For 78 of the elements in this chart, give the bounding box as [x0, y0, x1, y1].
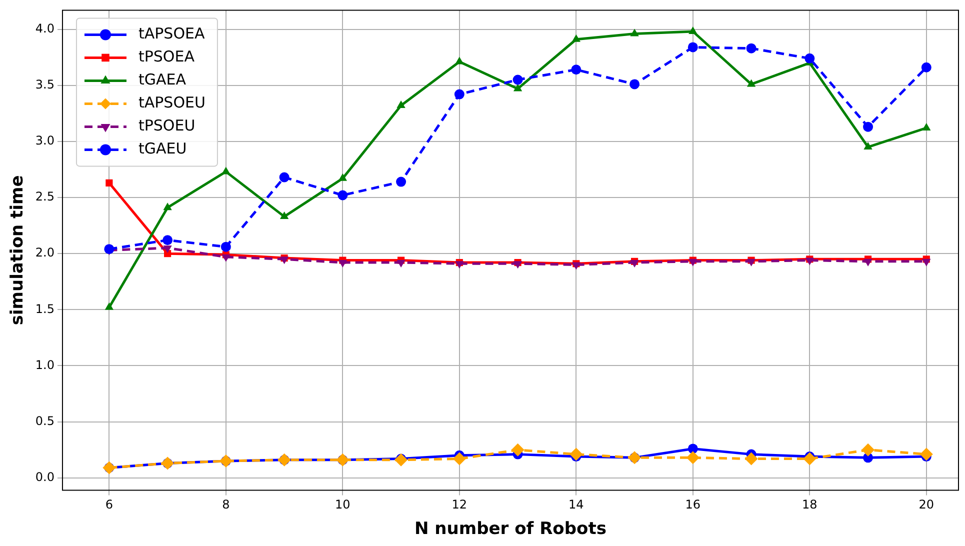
point — [104, 244, 114, 254]
y-tick-label: 1.0 — [35, 358, 54, 372]
point — [920, 448, 933, 461]
point — [746, 43, 756, 54]
point — [394, 453, 408, 466]
point — [280, 256, 289, 264]
point — [106, 179, 113, 186]
legend-label: tPSOEA — [138, 48, 196, 66]
y-tick-label: 2.5 — [35, 190, 54, 204]
point — [162, 235, 173, 246]
x-tick-label: 20 — [918, 498, 934, 512]
point — [805, 258, 814, 266]
point — [280, 212, 289, 220]
point — [570, 448, 583, 461]
point — [746, 79, 756, 87]
point — [922, 122, 931, 130]
point — [571, 64, 582, 75]
point — [220, 242, 231, 252]
legend-label: tAPSOEA — [138, 24, 206, 43]
x-axis-title: N number of Robots — [414, 519, 606, 540]
x-tick-label: 14 — [568, 498, 584, 512]
point — [338, 173, 347, 181]
x-tick-label: 10 — [335, 498, 350, 512]
y-tick-label: 3.5 — [35, 77, 54, 92]
point — [688, 42, 698, 52]
point — [396, 176, 406, 187]
x-tick-label: 6 — [105, 498, 113, 512]
point — [572, 262, 580, 270]
point — [863, 122, 874, 132]
point — [688, 26, 698, 34]
point — [279, 172, 290, 182]
point — [163, 202, 172, 210]
point — [744, 452, 758, 466]
point — [513, 84, 522, 92]
point — [922, 258, 931, 266]
point — [803, 452, 816, 466]
point — [512, 74, 523, 85]
point — [864, 258, 872, 266]
point — [511, 443, 524, 456]
x-tick-label: 12 — [452, 498, 468, 512]
point — [746, 258, 756, 266]
point — [572, 34, 580, 42]
point — [338, 260, 347, 268]
y-tick-label: 0.5 — [35, 414, 54, 428]
point — [688, 444, 698, 454]
y-axis-title: simulation time — [8, 175, 28, 326]
point — [104, 302, 114, 310]
point — [804, 53, 815, 64]
legend-label: tGAEA — [138, 70, 187, 89]
x-tick-label: 8 — [222, 498, 230, 512]
y-tick-label: 2.0 — [35, 246, 54, 260]
point — [222, 166, 230, 174]
y-tick-label: 4.0 — [35, 21, 54, 36]
point — [396, 100, 406, 108]
point — [513, 261, 522, 269]
y-tick-label: 0.0 — [35, 470, 54, 484]
point — [396, 260, 406, 268]
legend-label: tGAEU — [138, 140, 187, 158]
point — [454, 89, 464, 100]
point — [222, 254, 230, 262]
legend-label: tPSOEU — [138, 116, 196, 135]
point — [688, 258, 698, 266]
point — [630, 260, 639, 268]
point — [630, 28, 639, 36]
point — [163, 245, 172, 253]
point — [338, 190, 348, 200]
point — [864, 142, 872, 150]
legend-label: tAPSOEU — [138, 94, 206, 112]
point — [921, 62, 932, 72]
point — [455, 261, 464, 269]
y-tick-label: 3.0 — [35, 134, 54, 148]
point — [862, 443, 875, 456]
y-tick-label: 1.5 — [35, 302, 54, 316]
point — [630, 79, 640, 90]
x-tick-label: 16 — [685, 498, 701, 512]
point — [686, 451, 700, 464]
point — [452, 452, 466, 466]
x-tick-label: 18 — [802, 498, 818, 512]
